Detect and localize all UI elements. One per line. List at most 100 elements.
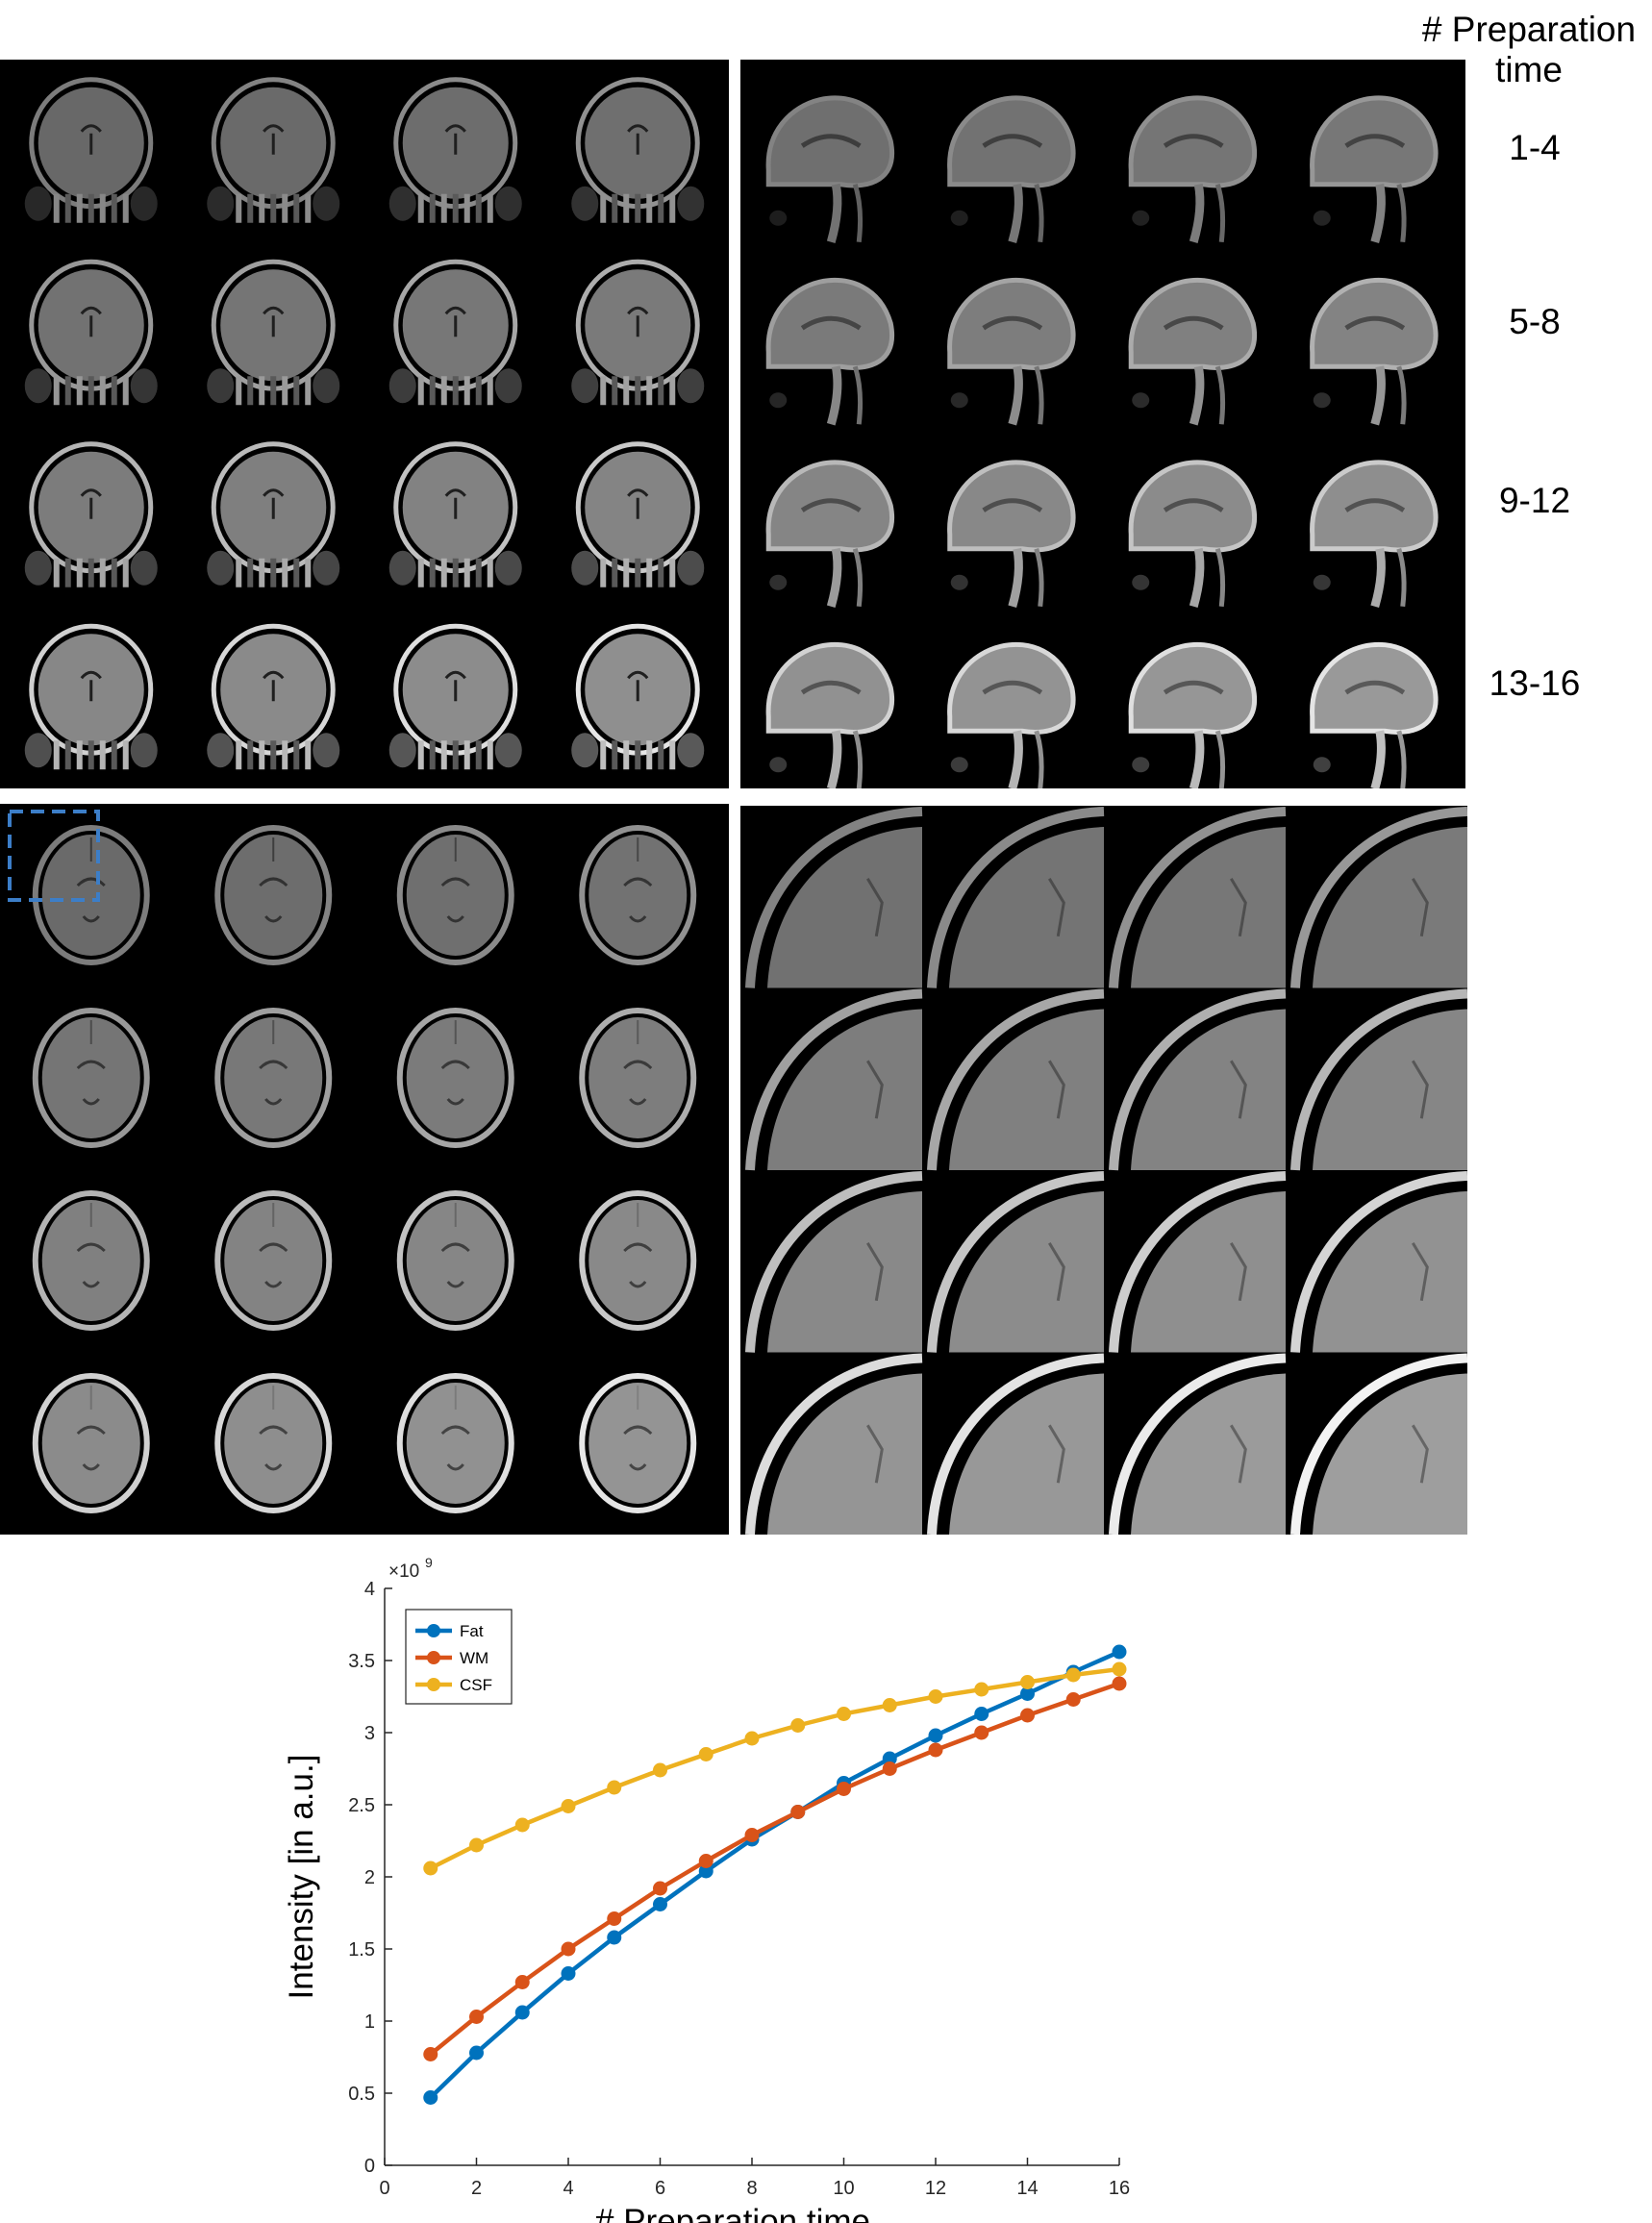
point-wm-14: [1020, 1708, 1035, 1723]
sagittal-slice-14: [947, 641, 1076, 788]
coronal-slice-9: [24, 441, 158, 587]
coronal-slice-2: [207, 77, 340, 223]
point-csf-15: [1065, 1667, 1081, 1683]
coronal-slice-16: [571, 623, 705, 770]
point-fat-1: [423, 2090, 438, 2105]
point-csf-13: [974, 1682, 989, 1697]
axial-slice-16: [579, 1373, 697, 1513]
point-fat-11: [882, 1751, 897, 1766]
point-fat-7: [698, 1863, 713, 1879]
sagittal-slice-10: [947, 460, 1076, 608]
series-line-csf: [429, 1666, 1120, 1871]
zoom-slice-13: [745, 1353, 923, 1535]
axial-slice-12: [579, 1190, 697, 1331]
axial-slice-8: [579, 1008, 697, 1148]
sagittal-slice-2: [947, 95, 1076, 243]
point-csf-16: [1112, 1661, 1127, 1677]
point-csf-5: [607, 1780, 622, 1795]
legend-marker-wm: [427, 1651, 440, 1664]
zoom-slice-3: [1109, 807, 1287, 988]
point-fat-14: [1020, 1686, 1035, 1701]
row-label-1-4: 1-4: [1509, 128, 1561, 167]
point-wm-11: [882, 1761, 897, 1776]
sagittal-slice-16: [1310, 641, 1439, 788]
legend-marker-fat: [427, 1624, 440, 1637]
axial-slice-5: [32, 1008, 150, 1148]
sagittal-panel: [740, 60, 1465, 788]
series-wm: [423, 1676, 1127, 2061]
zoom-slice-6: [927, 988, 1105, 1171]
axial-slice-9: [32, 1190, 150, 1331]
legend-label-fat: Fat: [460, 1622, 484, 1640]
point-fat-5: [607, 1930, 622, 1945]
y-tick-label: 0: [364, 2156, 375, 2177]
y-tick-label: 3: [364, 1723, 375, 1744]
coronal-slice-4: [571, 77, 705, 223]
coronal-slice-5: [24, 259, 158, 406]
legend-marker-csf: [427, 1678, 440, 1691]
axial-slice-7: [396, 1008, 514, 1148]
coronal-slice-13: [24, 623, 158, 770]
y-tick-label: 1.5: [348, 1939, 375, 1961]
legend-label-csf: CSF: [460, 1676, 492, 1694]
zoom-slice-2: [927, 807, 1105, 988]
point-wm-9: [790, 1805, 806, 1819]
x-tick-label: 2: [471, 2178, 482, 2199]
legend: Fat WM CSF: [405, 1609, 513, 1705]
point-wm-1: [423, 2047, 438, 2061]
zoom-slice-8: [1290, 988, 1467, 1171]
x-tick-label: 0: [379, 2178, 389, 2199]
point-csf-4: [561, 1799, 576, 1813]
point-csf-12: [928, 1689, 943, 1704]
point-csf-8: [744, 1731, 760, 1746]
point-csf-3: [514, 1817, 530, 1833]
coronal-slice-3: [388, 77, 522, 223]
row-label-5-8: 5-8: [1509, 302, 1561, 341]
sagittal-slice-8: [1310, 277, 1439, 426]
coronal-slice-14: [207, 623, 340, 770]
sagittal-slice-11: [1128, 460, 1258, 608]
axial-slice-6: [214, 1008, 333, 1148]
y-exponent-label: ×10: [388, 1561, 419, 1582]
point-wm-16: [1112, 1676, 1127, 1691]
axial-slice-2: [214, 825, 333, 965]
sagittal-slice-3: [1128, 95, 1258, 243]
point-wm-12: [928, 1742, 943, 1758]
series-line-wm: [429, 1681, 1120, 2057]
header-line-2: time: [1495, 50, 1563, 89]
point-csf-10: [837, 1707, 851, 1721]
sagittal-slice-15: [1128, 641, 1258, 788]
y-tick-label: 1: [364, 2011, 375, 2033]
zoom-slice-5: [745, 988, 923, 1171]
zoom-slice-11: [1109, 1171, 1287, 1353]
coronal-slice-7: [388, 259, 522, 406]
point-fat-13: [974, 1707, 989, 1721]
y-tick-label: 0.5: [348, 2084, 375, 2105]
x-tick-label: 6: [655, 2178, 665, 2199]
axial-slice-14: [214, 1373, 333, 1513]
axial-slice-10: [214, 1190, 333, 1331]
point-csf-1: [423, 1861, 438, 1876]
point-wm-13: [974, 1725, 989, 1740]
axial-panel: [0, 804, 729, 1535]
legend-label-wm: WM: [460, 1649, 488, 1667]
zoom-slice-7: [1109, 988, 1287, 1171]
y-axis-label: Intensity [in a.u.]: [283, 1755, 320, 2000]
coronal-panel: [0, 60, 729, 788]
sagittal-slice-1: [765, 95, 895, 243]
coronal-slice-10: [207, 441, 340, 587]
x-tick-label: 4: [563, 2178, 573, 2199]
y-tick-label: 2: [364, 1867, 375, 1888]
coronal-slice-12: [571, 441, 705, 587]
axial-slice-3: [396, 825, 514, 965]
header-line-1: # Preparation: [1421, 10, 1637, 49]
point-wm-8: [744, 1828, 760, 1842]
x-tick-label: 12: [925, 2178, 946, 2199]
x-tick-label: 16: [1109, 2178, 1130, 2199]
point-csf-7: [698, 1747, 713, 1761]
sagittal-slice-13: [765, 641, 895, 788]
point-fat-6: [653, 1897, 667, 1911]
point-fat-4: [561, 1966, 576, 1981]
point-wm-6: [653, 1881, 667, 1896]
y-tick-label: 2.5: [348, 1795, 375, 1816]
